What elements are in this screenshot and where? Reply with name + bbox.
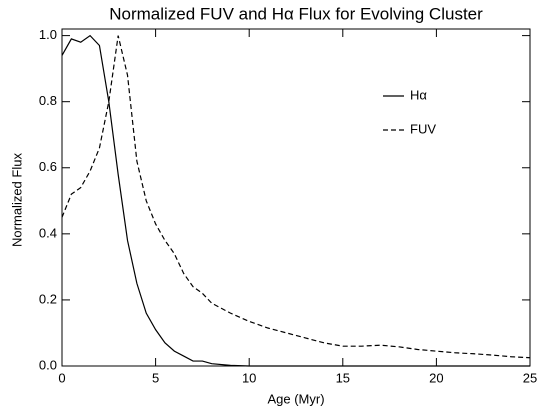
x-axis-label: Age (Myr): [267, 391, 324, 406]
y-tick-label: 0.0: [39, 357, 57, 372]
plot-frame: [61, 28, 531, 367]
y-tick-label: 0.2: [39, 291, 57, 306]
x-tick-label: 15: [336, 370, 350, 385]
x-tick-label: 20: [429, 370, 443, 385]
x-tick-label: 25: [523, 370, 537, 385]
x-tick-label: 10: [242, 370, 256, 385]
series-line: [61, 35, 531, 359]
y-tick-label: 1.0: [39, 27, 57, 42]
y-tick-label: 0.8: [39, 93, 57, 108]
legend-label: Hα: [410, 87, 427, 102]
chart-title: Normalized FUV and Hα Flux for Evolving …: [109, 4, 483, 23]
x-tick-label: 0: [58, 370, 65, 385]
y-axis-label: Normalized Flux: [9, 153, 24, 247]
legend-label: FUV: [410, 121, 436, 136]
series-line: [61, 34, 530, 367]
x-tick-label: 5: [152, 370, 159, 385]
y-tick-label: 0.6: [39, 159, 57, 174]
y-tick-label: 0.4: [39, 225, 57, 240]
